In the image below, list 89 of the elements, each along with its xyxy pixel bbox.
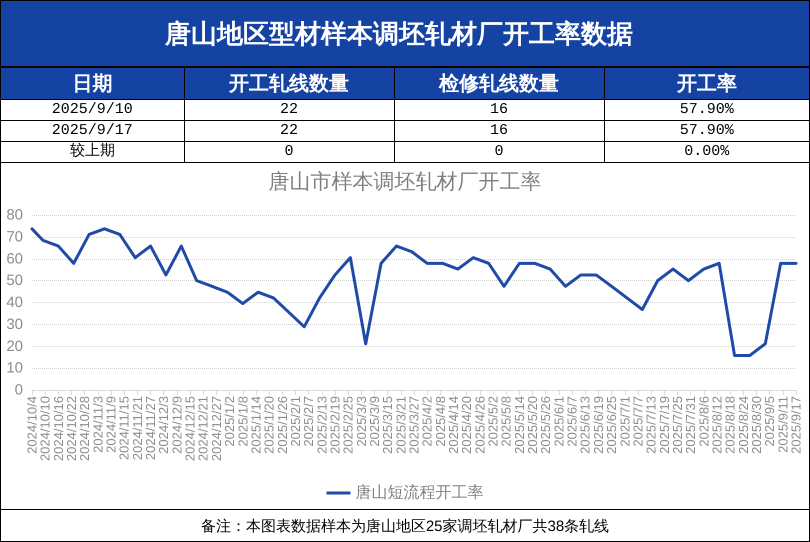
text: 较上期 (1, 142, 184, 162)
text: 0.00% (604, 142, 809, 162)
x-tick-label: 2025/2/25 (340, 396, 356, 454)
legend-label: 唐山短流程开工率 (356, 484, 484, 502)
x-tick-label: 2025/3/9 (366, 396, 382, 447)
x-tick-label: 2025/1/2 (222, 396, 238, 447)
text: 日期 (1, 68, 184, 100)
x-tick-label: 2025/7/7 (630, 396, 646, 447)
x-tick-label: 2025/3/3 (354, 396, 369, 447)
x-tick-label: 2025/8/30 (748, 396, 764, 454)
y-tick-label: 0 (14, 382, 23, 398)
x-tick-label: 2024/11/9 (104, 396, 119, 453)
text: 0 (184, 142, 394, 162)
x-tick-label: 2025/2/1 (288, 396, 303, 447)
x-tick-label: 2025/7/25 (670, 396, 685, 454)
x-tick-label: 2024/12/27 (208, 396, 224, 462)
x-tick-label: 2025/9/17 (788, 396, 804, 454)
x-tick-label: 2024/11/27 (143, 396, 158, 460)
x-tick-label: 2024/11/21 (130, 396, 145, 460)
x-tick-label: 2025/4/8 (432, 396, 448, 447)
x-tick-label: 2025/7/13 (644, 396, 659, 454)
text: 57.90% (604, 100, 809, 120)
x-tick-label: 2024/12/9 (169, 396, 184, 454)
text: 开工轧线数量 (184, 68, 394, 100)
y-tick-label: 20 (6, 338, 23, 355)
x-tick-label: 2025/5/20 (525, 396, 540, 454)
x-tick-label: 2025/6/1 (551, 396, 566, 447)
text: 开工率 (604, 68, 809, 100)
y-tick-label: 80 (6, 206, 23, 224)
x-tick-label: 2025/4/26 (472, 396, 488, 454)
x-tick-label: 2024/10/22 (64, 396, 80, 462)
x-tick-label: 2024/10/28 (77, 396, 92, 462)
text: 2025/9/17 (1, 120, 184, 142)
x-tick-label: 2025/5/2 (486, 396, 501, 447)
text: 16 (394, 120, 604, 142)
x-tick-label: 2025/8/12 (709, 396, 724, 454)
x-tick-label: 2025/9/5 (762, 396, 778, 447)
x-tick-label: 2025/6/7 (564, 396, 580, 447)
text: 22 (184, 100, 394, 120)
chart-title: 唐山市样本调坯轧材厂开工率 (268, 170, 542, 194)
y-tick-label: 30 (6, 316, 23, 333)
x-tick-label: 2024/12/21 (196, 396, 211, 462)
y-tick-label: 70 (6, 228, 23, 246)
x-tick-label: 2024/12/3 (156, 396, 172, 454)
x-tick-label: 2025/8/6 (696, 396, 712, 447)
x-tick-label: 2025/1/26 (274, 396, 290, 454)
text: 唐山地区型材样本调坯轧材厂开工率数据 (165, 18, 633, 50)
x-tick-label: 2024/11/3 (90, 396, 106, 453)
y-tick-label: 40 (6, 294, 23, 311)
text: 22 (184, 120, 394, 142)
x-tick-label: 2025/5/8 (498, 396, 514, 447)
x-tick-label: 2025/7/31 (683, 396, 698, 454)
text: 0 (394, 142, 604, 162)
x-tick-label: 2025/9/11 (775, 396, 790, 453)
x-tick-label: 2025/3/21 (393, 396, 408, 454)
x-tick-label: 2025/5/14 (512, 396, 527, 454)
x-tick-label: 2025/4/14 (446, 396, 462, 454)
y-tick-label: 50 (6, 272, 23, 290)
x-tick-label: 2025/6/25 (604, 396, 620, 454)
x-tick-label: 2025/4/20 (459, 396, 474, 454)
x-tick-label: 2025/2/13 (314, 396, 330, 454)
x-tick-label: 2025/1/20 (262, 396, 277, 454)
x-tick-label: 2025/1/14 (248, 396, 264, 454)
x-tick-label: 2025/2/19 (327, 396, 342, 454)
x-tick-label: 2025/4/2 (420, 396, 435, 447)
x-tick-label: 2025/6/19 (590, 396, 606, 454)
x-tick-label: 2024/10/16 (50, 396, 66, 462)
y-tick-label: 60 (6, 250, 23, 268)
x-tick-label: 2025/7/19 (656, 396, 672, 454)
text: 备注：本图表数据样本为唐山地区25家调坯轧材厂共38条轧线 (200, 516, 610, 536)
text: 2025/9/10 (1, 100, 184, 120)
x-tick-label: 2025/3/15 (380, 396, 396, 454)
x-tick-label: 2024/12/15 (182, 396, 198, 462)
x-tick-label: 2025/1/8 (235, 396, 250, 447)
text: 57.90% (604, 120, 809, 142)
text: 16 (394, 100, 604, 120)
x-tick-label: 2025/3/27 (406, 396, 422, 454)
x-tick-label: 2025/6/13 (578, 396, 593, 454)
x-tick-label: 2025/8/18 (722, 396, 738, 454)
y-tick-label: 10 (6, 360, 23, 377)
text: 检修轧线数量 (394, 68, 604, 100)
x-tick-label: 2025/2/7 (301, 396, 316, 447)
x-tick-label: 2024/10/10 (38, 396, 53, 462)
x-tick-label: 2024/11/15 (116, 396, 132, 460)
x-tick-label: 2025/7/1 (617, 396, 632, 447)
line-series (30, 227, 798, 357)
x-tick-label: 2025/5/26 (538, 396, 554, 454)
x-tick-label: 2024/10/4 (24, 396, 40, 454)
x-tick-label: 2025/8/24 (736, 396, 751, 454)
